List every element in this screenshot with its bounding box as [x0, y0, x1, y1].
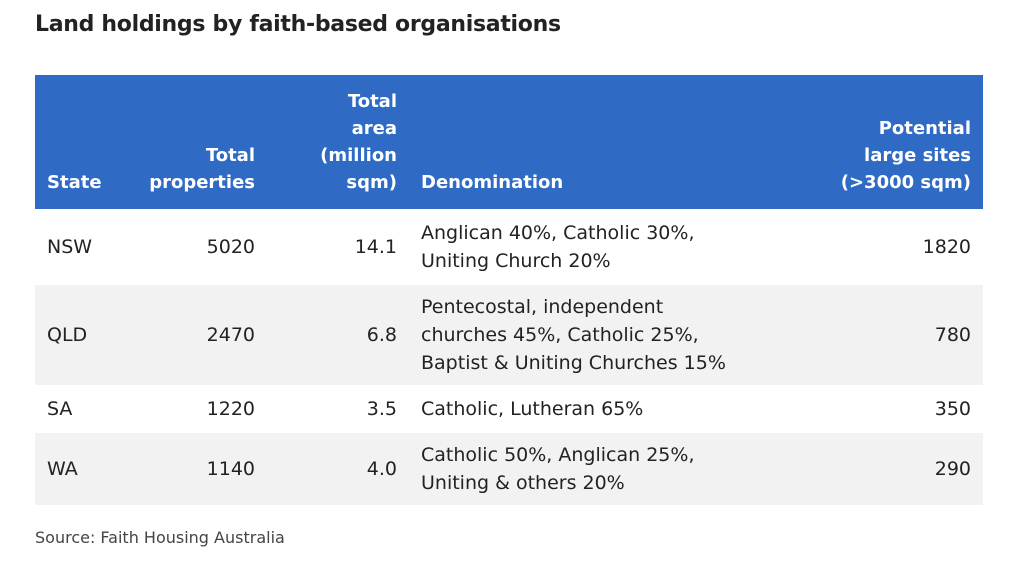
cell-denomination: Pentecostal, independent churches 45%, C…: [409, 283, 761, 386]
cell-state: SA: [35, 385, 135, 432]
header-state: State: [35, 75, 135, 210]
cell-total-area: 14.1: [267, 209, 409, 284]
data-table: State Total properties Total area (milli…: [35, 75, 983, 505]
table-row: WA 1140 4.0 Catholic 50%, Anglican 25%, Uni…: [35, 431, 983, 505]
header-total-properties: Total properties: [135, 75, 267, 210]
cell-total-area: 3.5: [267, 385, 409, 432]
cell-state: WA: [35, 431, 135, 505]
cell-total-properties: 2470: [135, 283, 267, 386]
cell-state: QLD: [35, 283, 135, 386]
cell-potential-large-sites: 1820: [761, 209, 983, 284]
header-denomination: Denomination: [409, 75, 761, 210]
cell-total-properties: 1140: [135, 431, 267, 505]
cell-potential-large-sites: 350: [761, 385, 983, 432]
table-body: NSW 5020 14.1 Anglican 40%, Catholic 30%, U…: [35, 209, 983, 505]
cell-total-area: 6.8: [267, 283, 409, 386]
table-row: QLD 2470 6.8 Pentecostal, independent churc…: [35, 283, 983, 386]
table-row: SA 1220 3.5 Catholic, Lutheran 65% 350: [35, 385, 983, 432]
header-row: State Total properties Total area (milli…: [35, 75, 983, 210]
header-total-area: Total area (million sqm): [267, 75, 409, 210]
cell-denomination: Catholic, Lutheran 65%: [409, 385, 761, 432]
source-note: Source: Faith Housing Australia: [35, 528, 285, 547]
cell-denomination: Catholic 50%, Anglican 25%, Uniting & ot…: [409, 431, 761, 505]
cell-denomination: Anglican 40%, Catholic 30%, Uniting Chur…: [409, 209, 761, 284]
cell-state: NSW: [35, 209, 135, 284]
cell-total-properties: 5020: [135, 209, 267, 284]
table-row: NSW 5020 14.1 Anglican 40%, Catholic 30%, U…: [35, 209, 983, 284]
cell-total-properties: 1220: [135, 385, 267, 432]
cell-potential-large-sites: 290: [761, 431, 983, 505]
chart-title: Land holdings by faith-based organisatio…: [35, 12, 561, 37]
cell-potential-large-sites: 780: [761, 283, 983, 386]
header-potential-large-sites: Potential large sites (>3000 sqm): [761, 75, 983, 210]
cell-total-area: 4.0: [267, 431, 409, 505]
